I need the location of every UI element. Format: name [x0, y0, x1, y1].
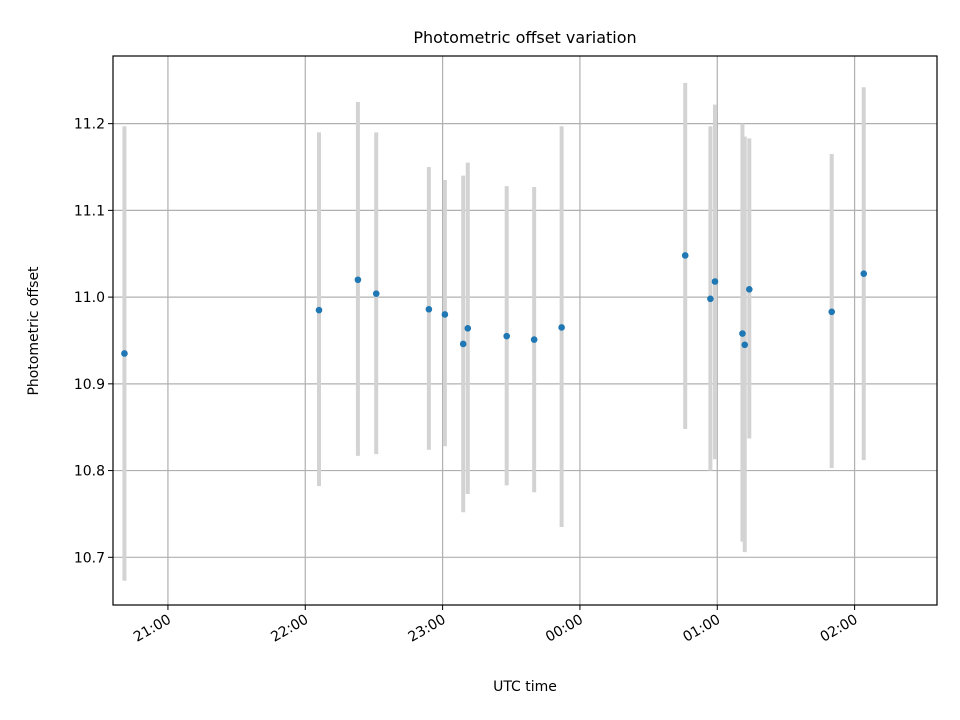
data-points: [121, 252, 868, 357]
y-tick-label: 11.0: [74, 290, 105, 306]
grid: [113, 56, 937, 605]
data-point: [860, 270, 868, 277]
data-point: [459, 340, 467, 348]
data-point: [558, 324, 565, 331]
data-point: [315, 306, 323, 314]
y-tick-label: 11.1: [74, 203, 105, 219]
chart-title: Photometric offset variation: [413, 28, 636, 47]
data-point: [372, 290, 380, 297]
data-point: [530, 336, 538, 343]
data-point: [121, 350, 128, 357]
plot-frame: [112, 55, 938, 606]
data-point: [425, 305, 433, 313]
data-point: [464, 325, 472, 332]
data-point: [746, 286, 753, 293]
data-point: [711, 278, 719, 285]
y-tick-label: 10.9: [74, 377, 105, 393]
data-point: [828, 308, 836, 316]
data-point: [503, 332, 510, 340]
data-point: [739, 330, 746, 337]
y-axis-label: Photometric offset: [26, 266, 42, 396]
y-tick-label: 10.8: [74, 464, 105, 480]
data-point: [441, 311, 449, 318]
data-point: [741, 341, 749, 349]
data-point: [354, 276, 362, 284]
x-axis-label: UTC time: [493, 679, 557, 695]
data-point: [707, 295, 714, 303]
y-tick-label: 10.7: [74, 550, 105, 566]
y-tick-label: 11.2: [74, 117, 105, 133]
data-point: [681, 252, 689, 259]
